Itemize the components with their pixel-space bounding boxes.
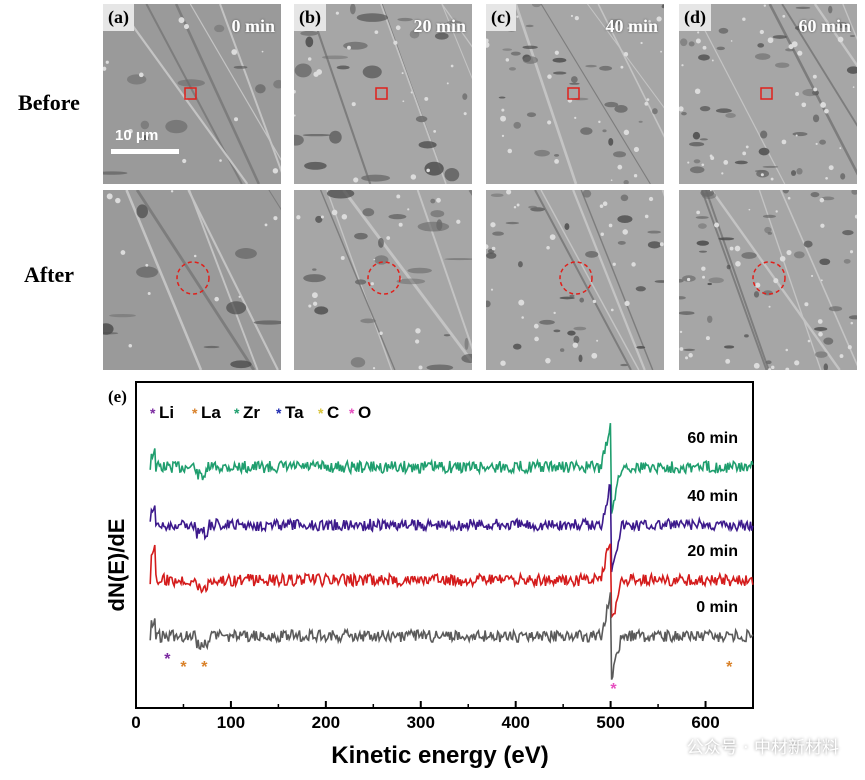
series-label-40-min: 40 min: [687, 488, 738, 505]
legend-star-zr: *: [234, 405, 240, 421]
time-label: 0 min: [231, 16, 275, 36]
series-line-0-min: [149, 592, 754, 680]
after-micrograph-1: [103, 190, 281, 370]
x-tick-label: 200: [312, 713, 340, 732]
row-label-after: After: [23, 262, 75, 287]
series-label-0-min: 0 min: [696, 599, 738, 616]
row-label-before: Before: [18, 90, 80, 115]
series-line-60-min: [149, 423, 754, 514]
sem-image: [679, 4, 857, 184]
x-tick-label: 0: [131, 713, 140, 732]
x-tick-label: 400: [502, 713, 530, 732]
panel-letter: (c): [486, 4, 516, 31]
legend-label-zr: Zr: [243, 403, 260, 422]
time-label: 40 min: [605, 16, 658, 36]
time-label: 20 min: [413, 16, 466, 36]
peak-marker-star: *: [180, 659, 187, 676]
before-micrograph-1: (a) 0 min 10 μm: [103, 4, 281, 184]
x-axis-label: Kinetic energy (eV): [331, 742, 548, 769]
beam-spot-circle: [559, 261, 593, 295]
sem-image: [679, 190, 857, 370]
after-micrograph-4: [679, 190, 857, 370]
panel-letter: (b): [294, 4, 326, 31]
legend-star-la: *: [192, 405, 198, 421]
sem-image: [486, 190, 664, 370]
panel-label-e: (e): [108, 387, 127, 406]
peak-marker-star: *: [610, 681, 617, 698]
scale-bar-label: 10 μm: [115, 127, 159, 144]
legend-star-ta: *: [276, 405, 282, 421]
peak-marker-star: *: [201, 659, 208, 676]
x-tick-label: 500: [596, 713, 624, 732]
analysis-area-square: [760, 87, 773, 100]
time-label: 60 min: [798, 16, 851, 36]
legend-label-c: C: [327, 403, 339, 422]
panel-letter: (a): [103, 4, 134, 31]
peak-marker-star: *: [164, 651, 171, 668]
series-label-60-min: 60 min: [687, 430, 738, 447]
aes-spectra-chart: (e)* Li * La * Zr * Ta * C * O0 100 200 300 400 500 600Ki…: [104, 381, 754, 769]
after-micrograph-2: [294, 190, 472, 370]
beam-spot-circle: [752, 261, 786, 295]
panel-letter: (d): [679, 4, 711, 31]
sem-image: [294, 4, 472, 184]
x-tick-label: 100: [217, 713, 245, 732]
sem-image: [103, 4, 281, 184]
analysis-area-square: [567, 87, 580, 100]
watermark: 公众号 · 中材新材料: [686, 738, 839, 758]
legend-label-li: Li: [159, 403, 174, 422]
after-micrograph-3: [486, 190, 664, 370]
analysis-area-square: [184, 87, 197, 100]
sem-image: [103, 190, 281, 370]
legend-label-ta: Ta: [285, 403, 304, 422]
x-tick-label: 600: [691, 713, 719, 732]
before-micrograph-3: (c) 40 min: [486, 4, 664, 184]
beam-spot-circle: [176, 261, 210, 295]
analysis-area-square: [375, 87, 388, 100]
series-line-40-min: [149, 483, 754, 573]
peak-marker-star: *: [726, 659, 733, 676]
scale-bar: [111, 149, 179, 154]
series-line-20-min: [149, 543, 754, 620]
legend-star-c: *: [318, 405, 324, 421]
x-tick-label: 300: [407, 713, 435, 732]
before-micrograph-2: (b) 20 min: [294, 4, 472, 184]
series-label-20-min: 20 min: [687, 543, 738, 560]
sem-image: [486, 4, 664, 184]
plot-frame: [135, 381, 754, 709]
legend-star-li: *: [150, 405, 156, 421]
legend-star-o: *: [349, 405, 355, 421]
beam-spot-circle: [367, 261, 401, 295]
legend-label-la: La: [201, 403, 221, 422]
legend-label-o: O: [358, 403, 371, 422]
y-axis-label: dN(E)/dE: [104, 519, 129, 612]
sem-image: [294, 190, 472, 370]
before-micrograph-4: (d) 60 min: [679, 4, 857, 184]
